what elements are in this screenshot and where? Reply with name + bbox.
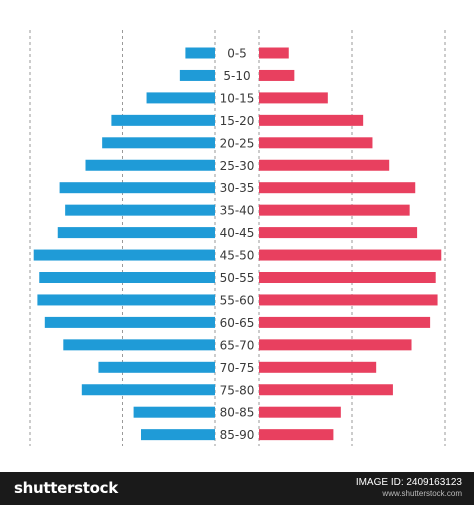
age-label-75-80: 75-80: [220, 383, 255, 397]
bar-right-65-70: [259, 339, 412, 351]
age-label-35-40: 35-40: [220, 204, 255, 218]
age-label-45-50: 45-50: [220, 249, 255, 263]
age-label-20-25: 20-25: [220, 136, 255, 150]
bar-right-35-40: [259, 204, 410, 216]
bar-left-35-40: [65, 204, 216, 216]
bar-right-60-65: [259, 316, 431, 328]
bar-left-45-50: [33, 249, 216, 261]
age-label-70-75: 70-75: [220, 361, 255, 375]
bar-right-25-30: [259, 159, 390, 171]
bar-left-40-45: [57, 227, 215, 239]
bar-right-5-10: [259, 69, 295, 81]
age-label-0-5: 0-5: [227, 47, 247, 61]
bar-right-50-55: [259, 272, 436, 283]
age-label-40-45: 40-45: [220, 226, 255, 240]
shutterstock-logo: shutterstock: [14, 479, 118, 497]
bar-right-55-60: [259, 294, 438, 306]
footer-url-text: www.shutterstock.com: [382, 489, 462, 498]
bar-right-85-90: [259, 429, 334, 441]
age-label-10-15: 10-15: [220, 91, 255, 105]
bar-left-70-75: [98, 361, 215, 373]
bar-right-20-25: [259, 137, 373, 149]
bar-right-40-45: [259, 227, 418, 239]
bar-left-80-85: [133, 406, 215, 418]
bar-left-10-15: [146, 92, 215, 104]
age-label-85-90: 85-90: [220, 428, 255, 442]
population-pyramid-chart: 0-5 5-10 10-15 15-20 20-25 25-30 30-35 35-40 40-…: [29, 30, 446, 446]
bar-right-15-20: [259, 114, 364, 126]
bar-left-55-60: [37, 294, 216, 306]
age-label-80-85: 80-85: [220, 406, 255, 420]
bar-left-75-80: [81, 384, 215, 396]
bar-left-30-35: [59, 182, 215, 194]
bar-left-5-10: [179, 69, 215, 81]
image-id-text: IMAGE ID: 2409163123: [355, 477, 462, 488]
bar-right-10-15: [259, 92, 328, 104]
age-label-50-55: 50-55: [220, 271, 255, 285]
footer-bar: shutterstock IMAGE ID: 2409163123 www.sh…: [0, 472, 474, 505]
bar-right-0-5: [259, 47, 289, 59]
bar-left-50-55: [39, 272, 215, 283]
bar-left-15-20: [111, 114, 215, 126]
bar-left-20-25: [102, 137, 215, 149]
bar-left-60-65: [44, 316, 215, 328]
bar-right-70-75: [259, 361, 377, 373]
bar-left-0-5: [185, 47, 215, 59]
age-label-55-60: 55-60: [220, 293, 255, 307]
pyramid-svg: 0-5 5-10 10-15 15-20 20-25 25-30 30-35 35-40 40-…: [29, 30, 446, 446]
bar-left-65-70: [63, 339, 215, 351]
age-label-5-10: 5-10: [223, 69, 250, 83]
age-label-65-70: 65-70: [220, 338, 255, 352]
bar-right-30-35: [259, 182, 416, 194]
age-label-60-65: 60-65: [220, 316, 255, 330]
bar-right-75-80: [259, 384, 393, 396]
bar-left-85-90: [141, 429, 215, 441]
bar-right-80-85: [259, 406, 341, 418]
bar-left-25-30: [85, 159, 215, 171]
age-label-25-30: 25-30: [220, 159, 255, 173]
age-label-30-35: 30-35: [220, 181, 255, 195]
bar-right-45-50: [259, 249, 442, 261]
age-label-15-20: 15-20: [220, 114, 255, 128]
